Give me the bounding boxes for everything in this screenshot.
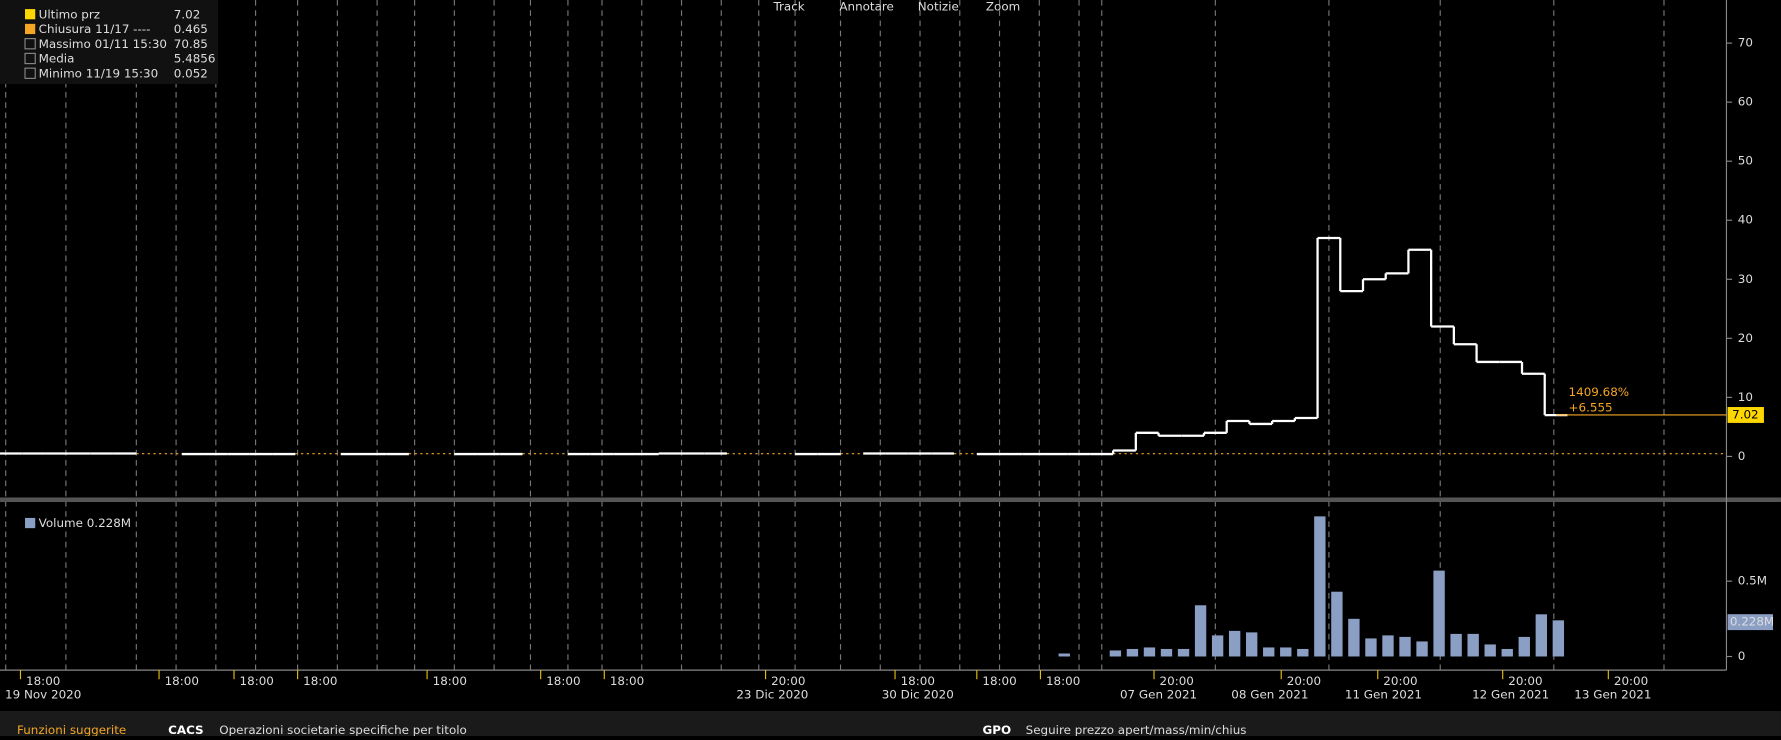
footer-item[interactable]: Funzioni suggerite [17,723,126,737]
x-tick-label: 18:00 [982,674,1016,688]
legend-swatch [24,67,36,79]
volume-bar [1263,647,1275,657]
y-tick-label: 0.5M [1738,574,1767,588]
volume-bar [1331,591,1343,657]
toolbar-button[interactable]: Track [773,0,805,13]
legend-swatch [24,38,36,50]
x-tick-label: 18:00 [1046,674,1080,688]
x-tick-label: 20:00 [1160,674,1194,688]
y-tick-label: 40 [1738,213,1753,227]
x-tick-label: 18:00 [303,674,337,688]
volume-bar [1416,641,1428,657]
volume-bar [1348,618,1360,657]
volume-bar [1109,650,1122,657]
legend-label: Chiusura 11/17 ---- [39,22,151,36]
x-tick-label: 20:00 [1287,674,1321,688]
volume-bar [1535,614,1547,657]
x-tick-label: 18:00 [165,674,199,688]
legend-swatch [25,23,36,35]
volume-bar [1484,644,1496,657]
legend-label: Ultimo prz [39,7,100,21]
volume-bar [1552,620,1565,657]
x-tick-label: 18:00 [26,674,60,688]
x-date-label: 23 Dic 2020 [736,688,808,702]
legend-box [0,0,219,85]
y-tick-label: 30 [1738,272,1753,286]
volume-bar [1246,632,1258,657]
volume-bar [1194,605,1207,657]
footer-code[interactable]: CACS [168,723,204,737]
y-tick-label: 20 [1738,331,1753,345]
legend-value: 0.465 [174,22,208,36]
last-price-label: 7.02 [1732,407,1759,421]
legend-label: Media [39,52,75,66]
volume-bar [1365,638,1377,657]
volume-legend: Volume 0.228M [39,516,131,530]
last-volume-label: 0.228M [1730,615,1774,629]
volume-bar [1382,635,1394,657]
x-tick-label: 18:00 [901,674,935,688]
legend-swatch [24,52,36,65]
footer-code[interactable]: GPO [983,723,1012,737]
x-tick-label: 20:00 [1508,674,1542,688]
volume-bar [1211,635,1224,657]
volume-bar [1518,636,1530,657]
legend-value: 5.4856 [174,52,216,66]
legend-swatch [25,9,36,20]
last-volume-box [1727,614,1774,631]
x-tick-label: 20:00 [1383,674,1417,688]
x-date-label: 13 Gen 2021 [1574,688,1651,702]
volume-bar [1143,647,1156,657]
x-tick-label: 20:00 [771,674,805,688]
x-date-label: 11 Gen 2021 [1345,688,1422,702]
volume-bar [1280,647,1292,657]
legend-value: 70.85 [174,37,208,51]
volume-bar [1297,648,1309,657]
x-date-label: 19 Nov 2020 [5,688,81,702]
y-tick-label: 0 [1738,649,1746,663]
volume-bar [1058,653,1070,657]
x-date-label: 08 Gen 2021 [1231,688,1308,702]
toolbar-button[interactable]: Annotare [839,0,893,13]
legend-value: 0.052 [174,66,208,80]
legend-swatch [25,517,36,529]
volume-bar [1399,636,1411,657]
change-pct: 1409.68% [1569,385,1630,399]
volume-bar [1160,648,1173,657]
last-price-box [1727,407,1764,423]
panel-separator [0,497,1781,503]
volume-bar [1177,648,1190,657]
y-tick-label: 70 [1738,36,1753,50]
footer-desc[interactable]: Seguire prezzo apert/mass/min/chius [1026,723,1247,737]
toolbar-button[interactable]: Zoom [986,0,1020,13]
volume-bar [1126,648,1139,657]
y-tick-label: 0 [1738,449,1746,463]
volume-bar [1433,570,1445,657]
volume-bar [1228,630,1241,657]
volume-bar [1501,648,1513,657]
footer-desc[interactable]: Operazioni societarie specifiche per tit… [219,723,467,737]
footer-bar [0,711,1781,736]
x-tick-label: 18:00 [610,674,644,688]
toolbar-button[interactable]: Notizie [918,0,959,13]
volume-bar [1314,516,1326,657]
y-tick-label: 50 [1738,154,1753,168]
volume-bar [1450,633,1462,657]
x-date-label: 07 Gen 2021 [1120,688,1197,702]
y-tick-label: 60 [1738,95,1753,109]
volume-bar [1467,633,1479,657]
x-tick-label: 18:00 [240,674,274,688]
legend-label: Minimo 11/19 15:30 [39,66,159,80]
x-date-label: 12 Gen 2021 [1472,688,1549,702]
x-tick-label: 18:00 [433,674,467,688]
change-abs: +6.555 [1569,401,1613,415]
y-tick-label: 10 [1738,390,1753,404]
legend-label: Massimo 01/11 15:30 [39,37,167,51]
x-date-label: 30 Dic 2020 [882,688,954,702]
legend-value: 7.02 [174,7,201,21]
x-tick-label: 18:00 [546,674,580,688]
x-tick-label: 20:00 [1614,674,1648,688]
